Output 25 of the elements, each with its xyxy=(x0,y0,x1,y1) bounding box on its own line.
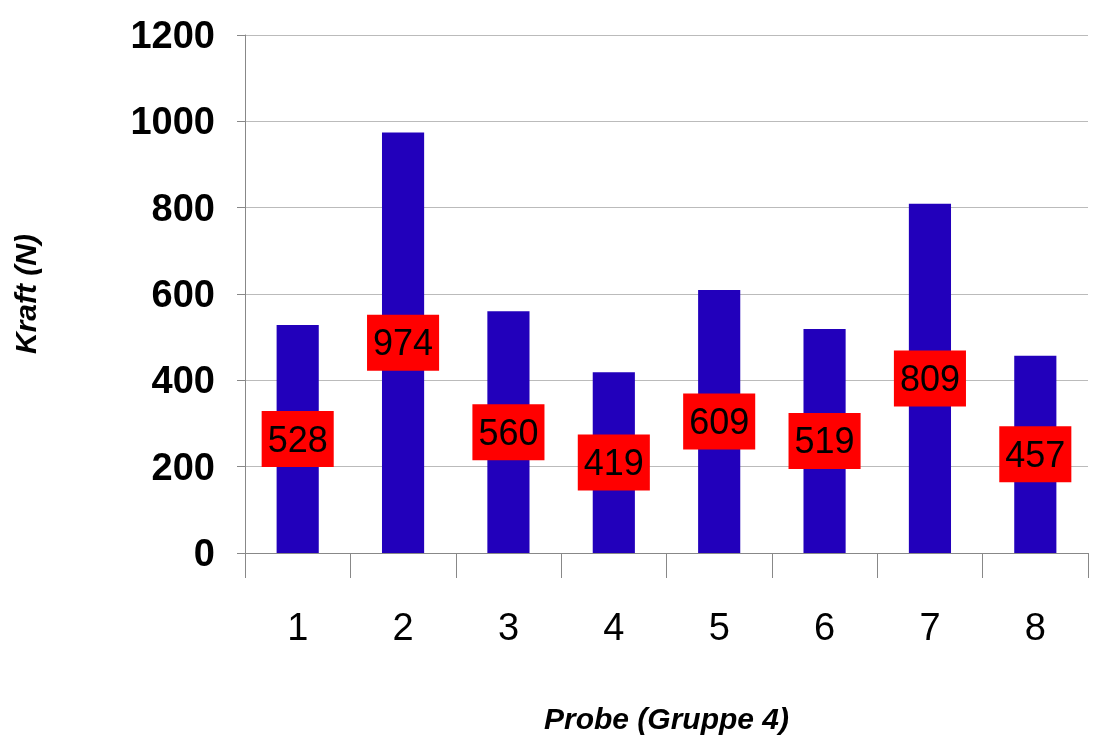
data-label: 974 xyxy=(373,322,434,364)
x-tick-label: 6 xyxy=(813,606,836,648)
y-tick-label: 600 xyxy=(151,273,215,315)
data-label: 609 xyxy=(689,401,750,443)
x-axis-title: Probe (Gruppe 4) xyxy=(543,701,790,735)
y-tick-label: 0 xyxy=(193,532,215,574)
x-tick-label: 5 xyxy=(708,606,730,648)
y-tick-label: 400 xyxy=(151,359,215,402)
y-tick-label: 1200 xyxy=(130,14,215,56)
y-tick-label: 800 xyxy=(151,186,215,229)
x-tick-label: 8 xyxy=(1024,606,1046,648)
data-label: 809 xyxy=(899,357,960,399)
data-label: 457 xyxy=(1005,433,1066,475)
x-tick-label: 2 xyxy=(392,606,414,648)
x-tick-label: 7 xyxy=(919,606,941,648)
x-tick-label: 3 xyxy=(497,606,520,648)
x-tick-label: 1 xyxy=(287,606,309,648)
data-label: 519 xyxy=(794,420,855,462)
y-tick-label: 200 xyxy=(151,445,215,488)
y-axis-title: Kraft (N) xyxy=(8,234,42,354)
data-label: 560 xyxy=(478,411,539,453)
data-label: 528 xyxy=(267,418,328,460)
data-label: 419 xyxy=(583,442,644,484)
x-tick-label: 4 xyxy=(603,606,625,648)
y-tick-label: 1000 xyxy=(130,100,215,143)
